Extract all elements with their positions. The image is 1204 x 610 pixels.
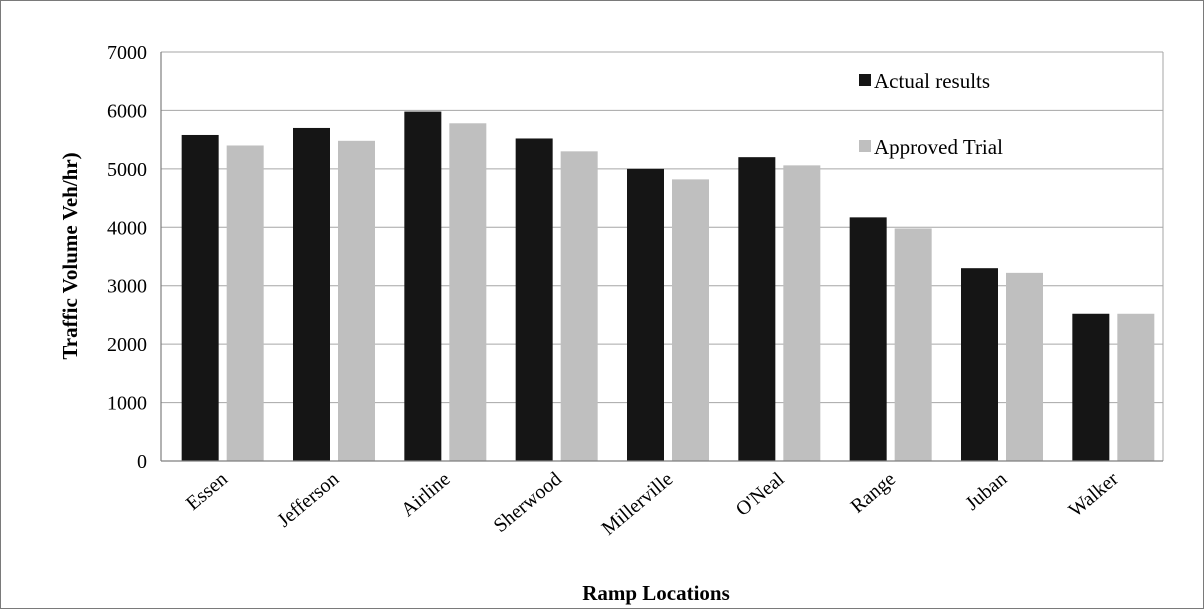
- bar-actual-oneal: [738, 157, 776, 461]
- y-tick-label: 1000: [107, 393, 147, 415]
- y-tick-label: 2000: [107, 334, 147, 356]
- legend-swatch: [859, 140, 871, 152]
- bar-approved-airline: [449, 123, 487, 461]
- x-tick-labels: Essen Jefferson Airline Sherwood Millerville…: [182, 468, 1123, 540]
- y-axis-title: Traffic Volume Veh/hr): [58, 152, 82, 359]
- y-tick-label: 6000: [107, 100, 147, 122]
- bar-approved-jefferson: [338, 140, 375, 461]
- bar-actual-essen: [181, 134, 219, 461]
- y-tick-label: 0: [137, 451, 147, 473]
- legend: Actual results Approved Trial: [859, 69, 1003, 159]
- bars: [181, 111, 1155, 462]
- bar-actual-jefferson: [293, 127, 330, 461]
- bar-actual-millerville: [627, 168, 664, 461]
- x-tick-label: Millerville: [598, 468, 678, 540]
- y-tick-labels: 0 1000 2000 3000 4000 5000 6000 7000: [107, 42, 147, 473]
- bar-approved-millerville: [672, 179, 709, 462]
- bar-approved-range: [894, 228, 932, 461]
- bar-actual-airline: [404, 111, 442, 462]
- y-tick-label: 3000: [107, 276, 147, 298]
- y-tick-label: 7000: [107, 42, 147, 64]
- bar-approved-walker: [1117, 313, 1155, 461]
- x-tick-label: Juban: [961, 468, 1011, 515]
- bar-actual-range: [849, 217, 887, 461]
- bar-actual-walker: [1072, 313, 1110, 461]
- bar-approved-sherwood: [560, 151, 598, 462]
- x-tick-label: Walker: [1065, 468, 1123, 522]
- bar-actual-juban: [961, 268, 998, 461]
- x-tick-label: Jefferson: [273, 468, 343, 532]
- bar-approved-oneal: [783, 165, 821, 461]
- x-axis-title: Ramp Locations: [582, 581, 730, 605]
- bar-approved-essen: [226, 145, 264, 461]
- y-tick-label: 5000: [107, 159, 147, 181]
- axes: [160, 51, 1164, 462]
- bar-approved-juban: [1006, 272, 1043, 461]
- bar-actual-sherwood: [515, 138, 553, 461]
- legend-label: Approved Trial: [874, 135, 1003, 159]
- x-tick-label: O'Neal: [732, 468, 789, 521]
- legend-swatch: [859, 74, 871, 86]
- x-tick-label: Sherwood: [490, 468, 566, 537]
- x-tick-label: Essen: [182, 468, 232, 515]
- y-tick-label: 4000: [107, 217, 147, 239]
- x-tick-label: Airline: [397, 468, 455, 521]
- x-tick-label: Range: [847, 468, 900, 518]
- legend-label: Actual results: [874, 69, 990, 93]
